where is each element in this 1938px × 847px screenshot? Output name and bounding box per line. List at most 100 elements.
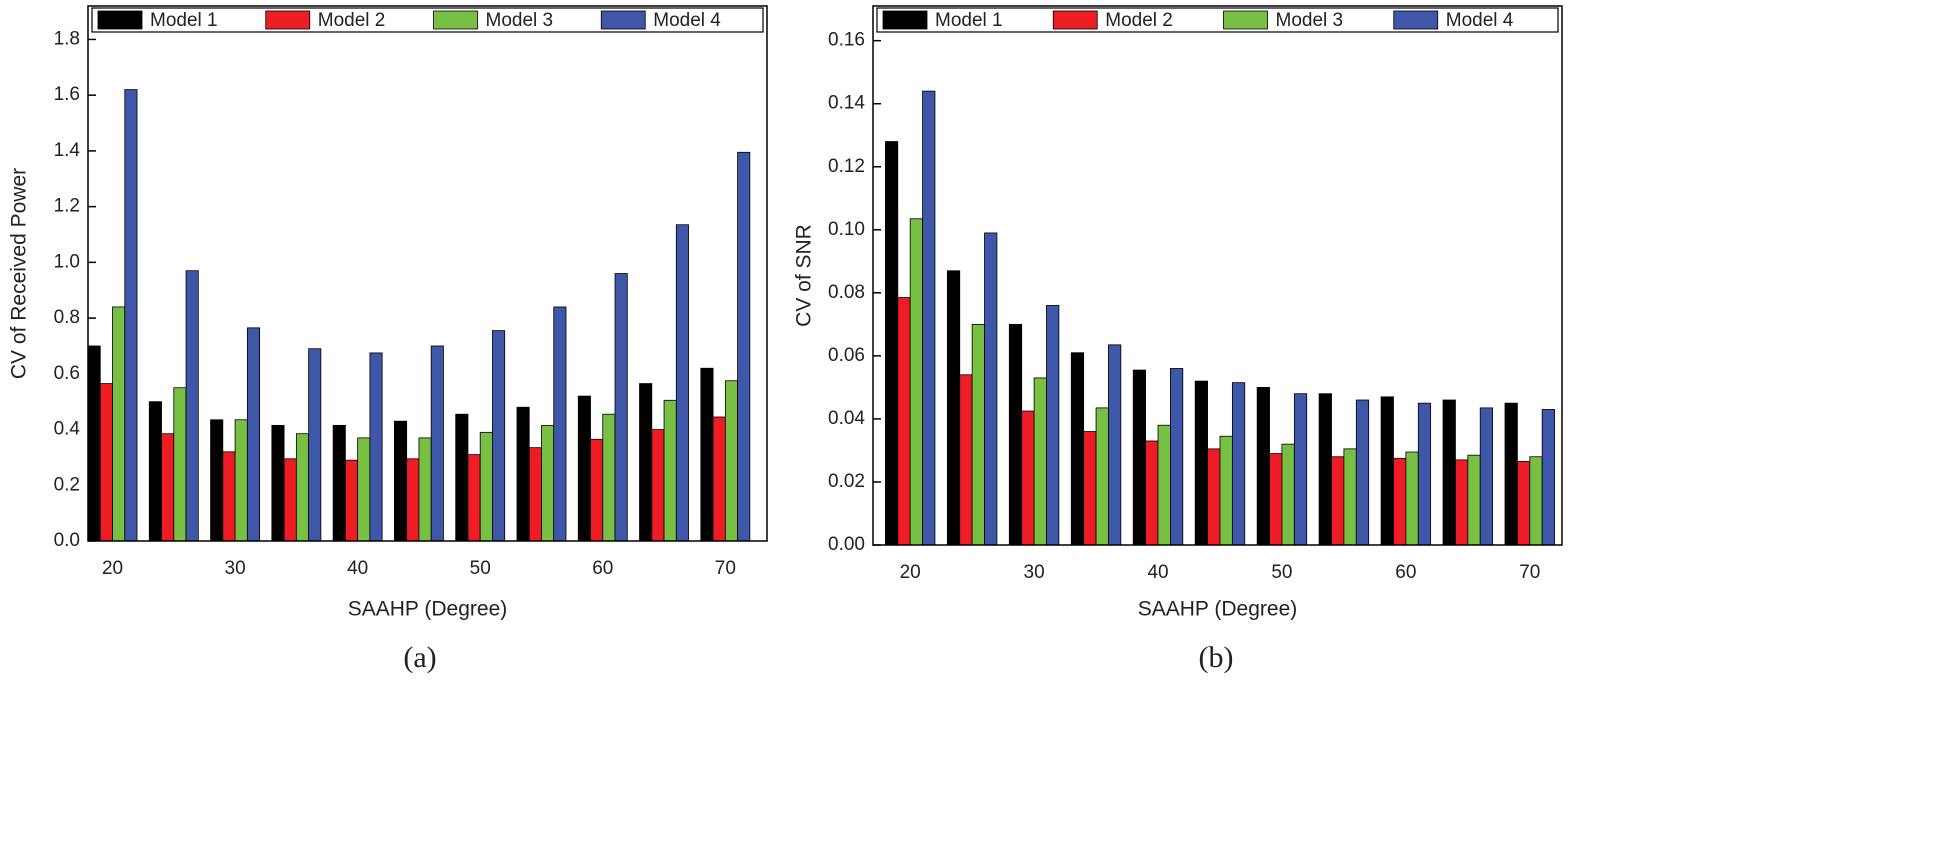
legend-label: Model 1 [935,10,1003,31]
bar [1504,402,1518,546]
legend-label: Model 3 [486,10,554,31]
bar [1219,435,1233,546]
bar [479,431,493,542]
y-tick-label: 0.8 [54,307,80,328]
bar [700,367,714,542]
x-tick-label: 50 [470,558,491,579]
bar [1343,448,1357,546]
bar [884,141,899,546]
bar [1021,410,1035,546]
plot-frame [872,5,1563,546]
bar [394,420,408,542]
legend-swatch [1223,10,1268,30]
bar [430,345,444,542]
bar [528,447,542,542]
bar [1529,456,1543,546]
y-tick-label: 0.2 [54,474,80,495]
bar [737,151,751,542]
y-axis-label: CV of Received Power [8,168,31,379]
bar [1170,368,1184,546]
bar [344,459,359,542]
bar [712,416,726,542]
y-tick-label: 1.4 [54,140,81,161]
bar [651,429,665,542]
x-tick-label: 50 [1271,562,1292,583]
bar [1256,386,1270,546]
bar [112,306,126,542]
bar [1455,459,1469,546]
legend-label: Model 2 [318,10,386,31]
bar [1417,402,1432,546]
legend-swatch [433,10,478,30]
x-axis-label: SAAHP (Degree) [1138,598,1298,621]
y-tick-label: 0.14 [828,93,865,114]
bar [1516,461,1531,546]
bar [467,454,481,542]
bar [1145,440,1159,546]
bar [1380,396,1394,546]
bar [1541,409,1555,546]
x-tick-label: 20 [900,562,921,583]
x-tick-label: 60 [592,558,613,579]
bar [1467,454,1481,546]
y-tick-label: 0.02 [828,471,865,492]
y-tick-label: 0.06 [828,345,865,366]
bar [922,90,936,546]
y-tick-label: 0.10 [828,219,865,240]
bar [283,458,297,542]
bar [1046,305,1060,546]
y-axis-label: CV of SNR [793,224,816,327]
bar [246,327,260,542]
y-tick-label: 1.2 [54,196,80,217]
bar [455,413,469,542]
y-tick-label: 1.6 [54,84,80,105]
y-tick-label: 0.4 [54,419,81,440]
caption: (b) [1199,641,1234,674]
bar [271,424,285,542]
bar [614,273,628,542]
x-tick-label: 40 [1147,562,1168,583]
bar [1405,451,1419,546]
bar [222,451,236,542]
legend-box [91,7,764,33]
y-tick-label: 1.8 [54,28,80,49]
bar [946,270,961,546]
bar [1393,457,1407,546]
bar [1281,443,1295,546]
bar [99,383,113,542]
bar [185,270,199,542]
x-tick-label: 70 [715,558,736,579]
legend-label: Model 4 [653,10,721,31]
plot-frame [87,5,768,542]
bar [1095,407,1109,546]
legend-label: Model 1 [150,10,218,31]
bar [1207,448,1221,546]
bar [541,424,555,542]
x-tick-label: 70 [1519,562,1540,583]
bar [724,380,738,542]
y-tick-label: 0.6 [54,363,80,384]
bar [234,419,248,542]
bar [148,401,162,542]
y-tick-label: 0.00 [828,534,865,555]
bar [332,424,346,542]
x-axis-label: SAAHP (Degree) [348,598,508,621]
legend-swatch [1052,10,1098,30]
legend-swatch [1393,10,1439,30]
bar [971,323,985,546]
legend-swatch [882,10,928,30]
bar [1033,377,1047,546]
legend-swatch [97,10,143,30]
bar [984,232,998,546]
bar [1293,393,1308,546]
x-tick-label: 30 [1024,562,1045,583]
bar [1194,380,1208,546]
bar [1157,424,1171,546]
bar [295,433,310,542]
y-tick-label: 1.0 [54,251,80,272]
legend-swatch [600,10,646,30]
bar [210,419,224,542]
bar [1132,369,1147,546]
bar [418,437,432,542]
